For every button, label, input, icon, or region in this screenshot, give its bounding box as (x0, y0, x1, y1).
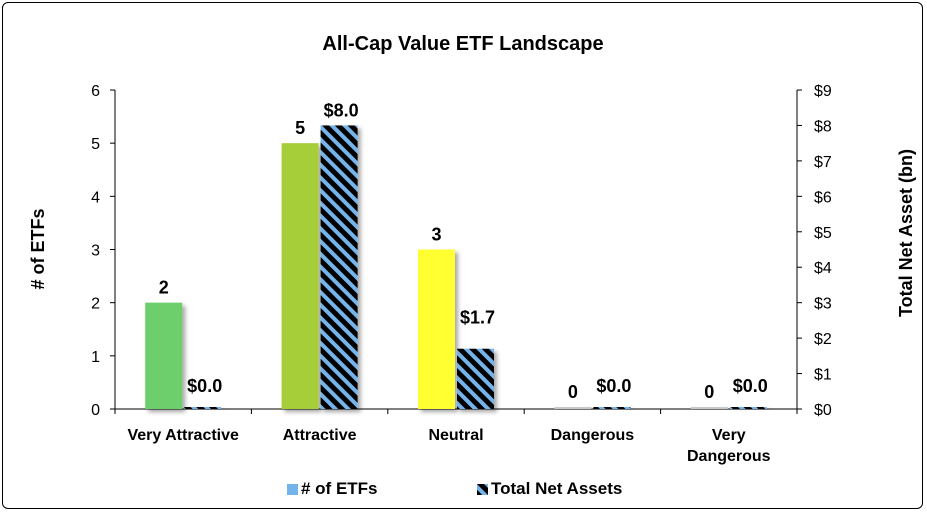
bar-net-assets (729, 407, 767, 409)
x-tick-labels: Very Attractive Attractive Neutral Dangerou… (127, 427, 770, 465)
data-label-net-assets: $0.0 (596, 376, 631, 396)
legend-label-etf-count: # of ETFs (301, 479, 378, 498)
data-label-net-assets: $1.7 (460, 308, 495, 328)
chart-title: All-Cap Value ETF Landscape (322, 33, 603, 55)
data-label-etf-count: 3 (431, 225, 441, 245)
bar-net-assets (184, 407, 222, 409)
y-tick-label: 4 (91, 189, 100, 206)
bar-net-assets (320, 125, 358, 409)
data-label-etf-count: 2 (159, 278, 169, 298)
bar-net-assets (593, 407, 631, 409)
y2-tick-label: $7 (814, 154, 832, 171)
data-label-net-assets: $0.0 (187, 376, 222, 396)
x-tick-label: Neutral (428, 427, 483, 444)
y-tick-label: 3 (91, 243, 100, 260)
legend: # of ETFs Total Net Assets (287, 479, 622, 498)
y2-tick-label: $2 (814, 331, 832, 348)
y2-tick-label: $5 (814, 225, 832, 242)
y-tick-label: 0 (91, 402, 100, 419)
data-label-net-assets: $8.0 (324, 100, 359, 120)
bar-etf-count (145, 302, 183, 409)
y2-tick-label: $1 (814, 367, 832, 384)
y2-axis-label: Total Net Asset (bn) (896, 149, 916, 317)
data-label-etf-count: 0 (568, 382, 578, 402)
y-tick-label: 6 (91, 83, 100, 100)
bar-etf-count (281, 143, 319, 409)
data-label-etf-count: 0 (704, 382, 714, 402)
axes: 0 1 2 3 4 5 6 $0 $1 $2 $3 $4 $5 $6 $7 $8 $9 (91, 83, 832, 419)
y2-tick-label: $6 (814, 189, 832, 206)
y2-tick-label: $3 (814, 296, 832, 313)
y-axis-label: # of ETFs (28, 208, 48, 289)
x-tick-label: Dangerous (551, 427, 635, 444)
y-tick-label: 5 (91, 136, 100, 153)
y2-tick-label: $8 (814, 118, 832, 135)
bar-net-assets (457, 348, 494, 409)
y2-tick-label: $4 (814, 260, 832, 277)
legend-swatch-etf-count (287, 484, 298, 495)
bar-etf-count (690, 407, 728, 409)
x-tick-label: Very Attractive (127, 427, 239, 444)
x-tick-label: Dangerous (687, 448, 771, 465)
y2-tick-label: $0 (814, 402, 832, 419)
data-label-net-assets: $0.0 (733, 376, 768, 396)
data-label-etf-count: 5 (295, 118, 305, 138)
legend-swatch-net-assets (477, 484, 488, 495)
x-tick-label: Attractive (283, 427, 357, 444)
bars (145, 125, 767, 409)
bar-etf-count (418, 249, 455, 409)
data-labels: 2 $0.0 5 $8.0 3 $1.7 0 $0.0 0 $0.0 (159, 100, 768, 402)
y-tick-label: 1 (91, 349, 100, 366)
y2-tick-label: $9 (814, 83, 832, 100)
y-tick-label: 2 (91, 296, 100, 313)
x-tick-label: Very (712, 427, 746, 444)
legend-label-net-assets: Total Net Assets (491, 479, 622, 498)
bar-etf-count (554, 407, 592, 409)
